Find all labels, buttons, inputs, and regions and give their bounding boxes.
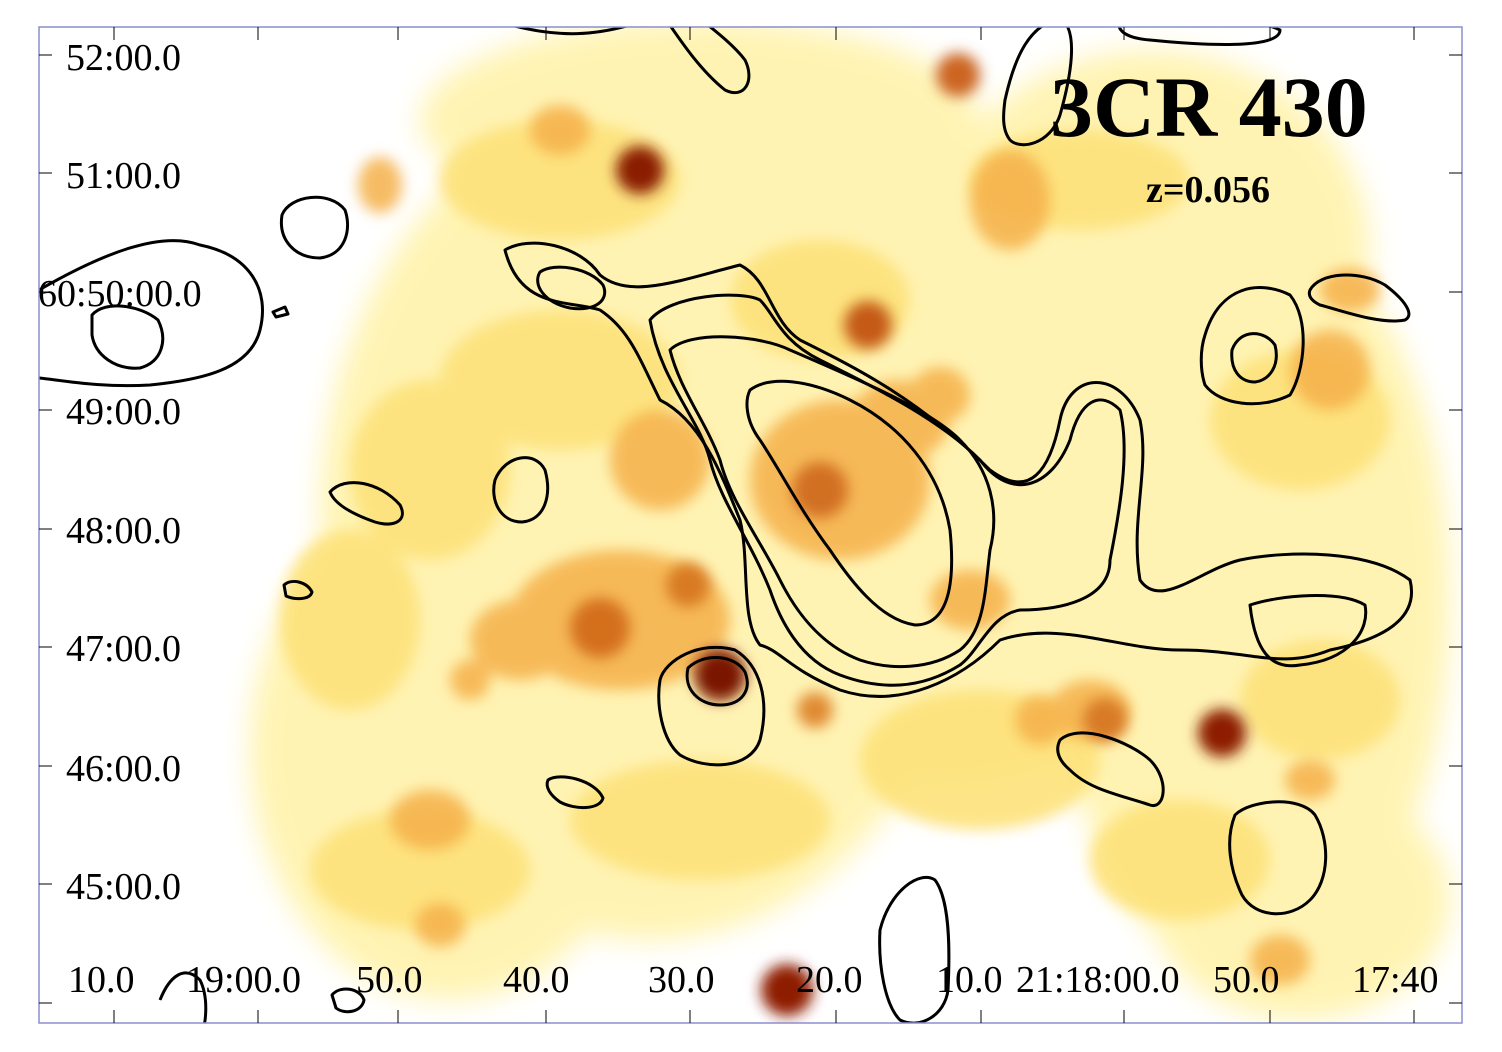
image-subtitle: z=0.056 — [1146, 169, 1270, 211]
x-tick-label: 19:00.0 — [186, 959, 301, 1001]
emission-blobs — [250, 27, 1450, 1020]
x-tick-label: 10.0 — [936, 959, 1003, 1001]
x-tick-label: 21:18:00.0 — [1016, 959, 1180, 1001]
x-tick-label: 50.0 — [1213, 959, 1280, 1001]
image-title: 3CR 430 — [1050, 59, 1368, 155]
y-tick-label: 45:00.0 — [66, 866, 181, 908]
y-tick-label: 47:00.0 — [66, 628, 181, 670]
x-tick-label: 10.0 — [68, 959, 135, 1001]
x-tick-label: 17:40 — [1352, 959, 1439, 1001]
x-tick-label: 30.0 — [648, 959, 715, 1001]
y-tick-label: 52:00.0 — [66, 37, 181, 79]
x-tick-label: 50.0 — [356, 959, 423, 1001]
point-sources — [616, 146, 1246, 1016]
y-tick-label: 60:50:00.0 — [38, 273, 202, 315]
radio-contours — [39, 27, 1413, 1023]
y-tick-label: 49:00.0 — [66, 391, 181, 433]
y-tick-label: 48:00.0 — [66, 510, 181, 552]
x-tick-label: 20.0 — [796, 959, 863, 1001]
x-tick-label: 40.0 — [503, 959, 570, 1001]
y-axis-labels: 52:00.0 51:00.0 60:50:00.0 49:00.0 48:00… — [38, 37, 202, 908]
y-tick-label: 51:00.0 — [66, 155, 181, 197]
plot-frame — [38, 26, 1463, 1024]
x-axis-labels: 10.0 19:00.0 50.0 40.0 30.0 20.0 10.0 21… — [68, 959, 1439, 1001]
tick-marks — [39, 27, 1462, 1023]
y-tick-label: 46:00.0 — [66, 748, 181, 790]
